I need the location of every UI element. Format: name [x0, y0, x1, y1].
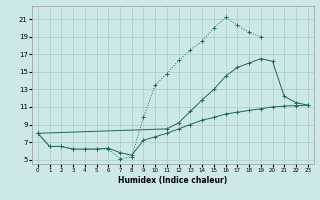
- X-axis label: Humidex (Indice chaleur): Humidex (Indice chaleur): [118, 176, 228, 185]
